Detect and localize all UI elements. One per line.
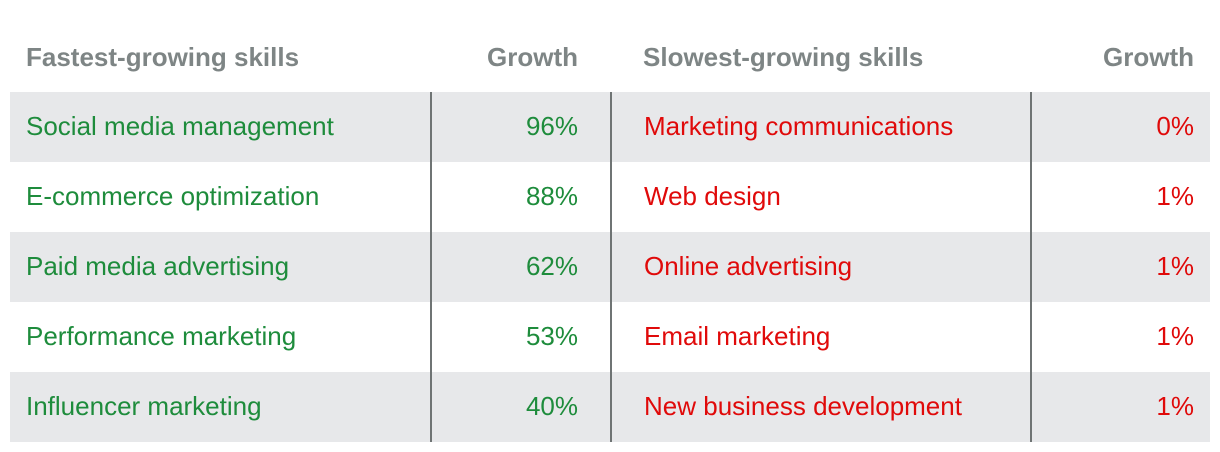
slow-skill-growth: 1% <box>1156 181 1194 211</box>
header-fastest-skills: Fastest-growing skills <box>26 42 300 72</box>
slow-skill-name: Online advertising <box>644 251 853 281</box>
column-divider <box>610 92 612 442</box>
header-fastest-growth: Growth <box>487 42 578 72</box>
fast-skill-name: Performance marketing <box>26 321 297 351</box>
skills-growth-table: Fastest-growing skills Growth Slowest-gr… <box>10 26 1210 442</box>
slow-skill-name: Web design <box>644 181 781 211</box>
header-slowest-skills: Slowest-growing skills <box>643 42 924 72</box>
slow-skill-growth: 0% <box>1156 111 1194 141</box>
fast-skill-growth: 96% <box>525 111 578 141</box>
column-divider <box>1030 92 1032 442</box>
fast-skill-name: Influencer marketing <box>26 391 262 421</box>
header-slowest-growth: Growth <box>1103 42 1194 72</box>
fast-skill-growth: 40% <box>525 391 578 421</box>
table-row: E-commerce optimization 88% Web design 1… <box>10 162 1210 232</box>
fast-skill-growth: 62% <box>525 251 578 281</box>
slow-skill-growth: 1% <box>1156 251 1194 281</box>
table-header: Fastest-growing skills Growth Slowest-gr… <box>10 26 1210 92</box>
table-row: Performance marketing 53% Email marketin… <box>10 302 1210 372</box>
slow-skill-name: Email marketing <box>644 321 831 351</box>
slow-skill-growth: 1% <box>1156 321 1194 351</box>
fast-skill-growth: 53% <box>525 321 578 351</box>
fast-skill-growth: 88% <box>525 181 578 211</box>
fast-skill-name: Paid media advertising <box>26 251 290 281</box>
fast-skill-name: Social media management <box>26 111 334 141</box>
column-divider <box>430 92 432 442</box>
fast-skill-name: E-commerce optimization <box>26 181 320 211</box>
slow-skill-name: New business development <box>644 391 962 421</box>
slow-skill-growth: 1% <box>1156 391 1194 421</box>
slow-skill-name: Marketing communications <box>644 111 954 141</box>
